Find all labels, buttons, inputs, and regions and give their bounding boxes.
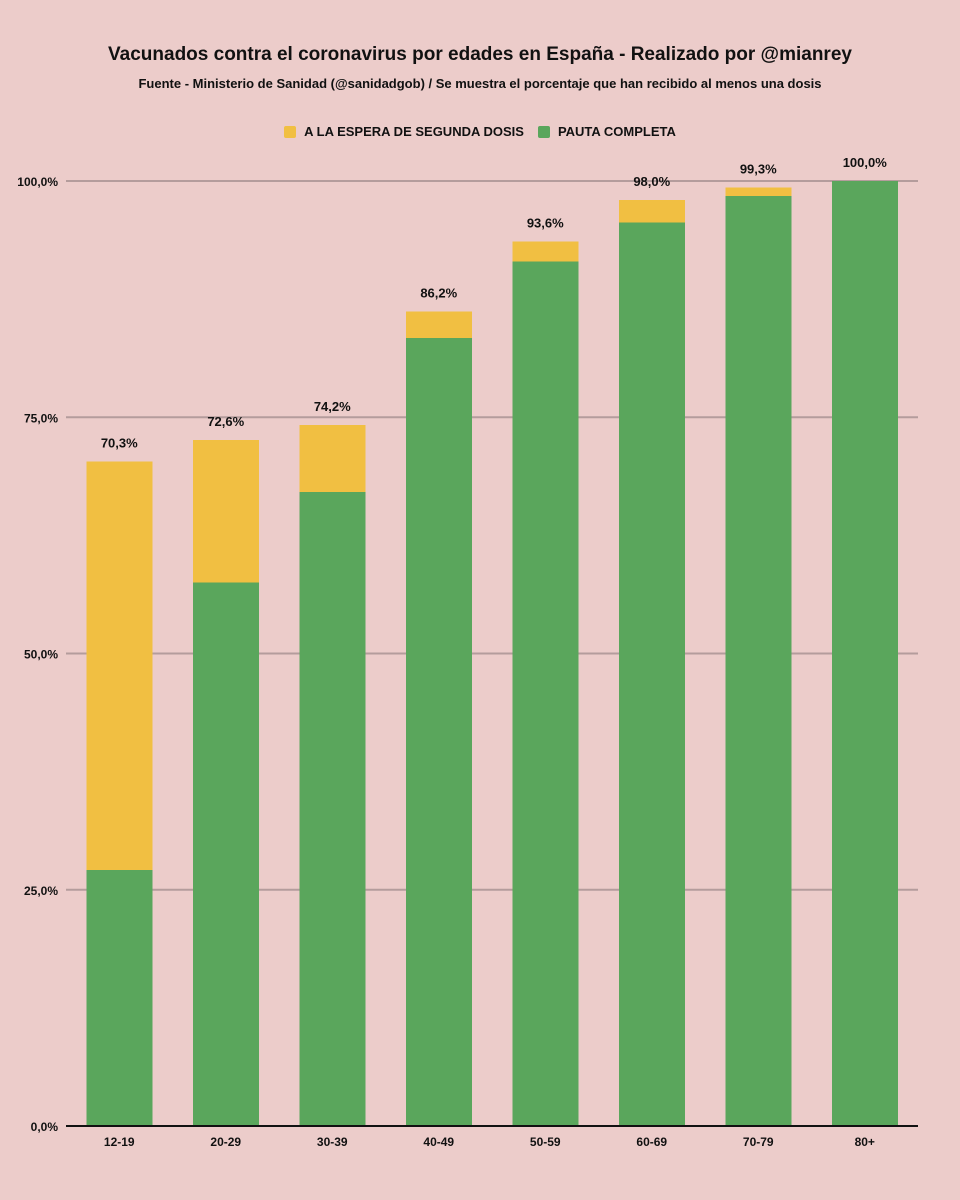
data-label-total: 98,0% bbox=[633, 174, 670, 189]
data-label-total: 86,2% bbox=[420, 285, 457, 300]
legend-item-pauta-completa: PAUTA COMPLETA bbox=[537, 124, 676, 139]
bar-segunda-dosis bbox=[512, 241, 579, 262]
legend: A LA ESPERA DE SEGUNDA DOSIS PAUTA COMPL… bbox=[0, 124, 960, 139]
legend-label-pauta-completa: PAUTA COMPLETA bbox=[557, 124, 676, 139]
bar-pauta-completa bbox=[192, 582, 259, 1126]
bar-pauta-completa bbox=[512, 261, 579, 1126]
data-label-total: 93,6% bbox=[527, 215, 564, 230]
legend-swatch-pauta-completa bbox=[537, 125, 550, 138]
bar-pauta-completa bbox=[618, 222, 685, 1126]
chart-title: Vacunados contra el coronavirus por edad… bbox=[108, 44, 852, 65]
bar-segunda-dosis bbox=[725, 187, 792, 197]
data-label-total: 99,3% bbox=[740, 162, 777, 177]
legend-label-segunda-dosis: A LA ESPERA DE SEGUNDA DOSIS bbox=[304, 124, 524, 139]
x-tick-label: 12-19 bbox=[104, 1135, 135, 1149]
y-tick-label: 50,0% bbox=[24, 648, 58, 662]
x-tick-label: 70-79 bbox=[743, 1135, 774, 1149]
bar-segunda-dosis bbox=[86, 461, 153, 870]
data-label-total: 70,3% bbox=[101, 436, 138, 451]
x-tick-label: 50-59 bbox=[530, 1135, 561, 1149]
bar-pauta-completa bbox=[725, 196, 792, 1126]
y-tick-label: 0,0% bbox=[31, 1120, 59, 1134]
data-label-total: 74,2% bbox=[314, 399, 351, 414]
bar-pauta-completa bbox=[831, 181, 898, 1126]
y-tick-label: 100,0% bbox=[17, 175, 58, 189]
x-tick-label: 60-69 bbox=[636, 1135, 667, 1149]
bar-pauta-completa bbox=[86, 869, 153, 1126]
y-tick-label: 25,0% bbox=[24, 884, 58, 898]
bar-pauta-completa bbox=[405, 337, 472, 1126]
legend-item-segunda-dosis: A LA ESPERA DE SEGUNDA DOSIS bbox=[284, 124, 524, 139]
bar-pauta-completa bbox=[299, 491, 366, 1126]
chart-subtitle: Fuente - Ministerio de Sanidad (@sanidad… bbox=[138, 76, 822, 91]
bar-segunda-dosis bbox=[192, 439, 259, 583]
data-label-total: 100,0% bbox=[843, 155, 888, 170]
bar-segunda-dosis bbox=[405, 311, 472, 338]
x-tick-label: 40-49 bbox=[423, 1135, 454, 1149]
bar-segunda-dosis bbox=[299, 424, 366, 492]
x-tick-label: 20-29 bbox=[210, 1135, 241, 1149]
legend-swatch-segunda-dosis bbox=[284, 125, 297, 138]
data-label-total: 72,6% bbox=[207, 414, 244, 429]
bar-segunda-dosis bbox=[618, 199, 685, 223]
x-tick-label: 80+ bbox=[855, 1135, 875, 1149]
y-tick-label: 75,0% bbox=[24, 411, 58, 425]
x-tick-label: 30-39 bbox=[317, 1135, 348, 1149]
